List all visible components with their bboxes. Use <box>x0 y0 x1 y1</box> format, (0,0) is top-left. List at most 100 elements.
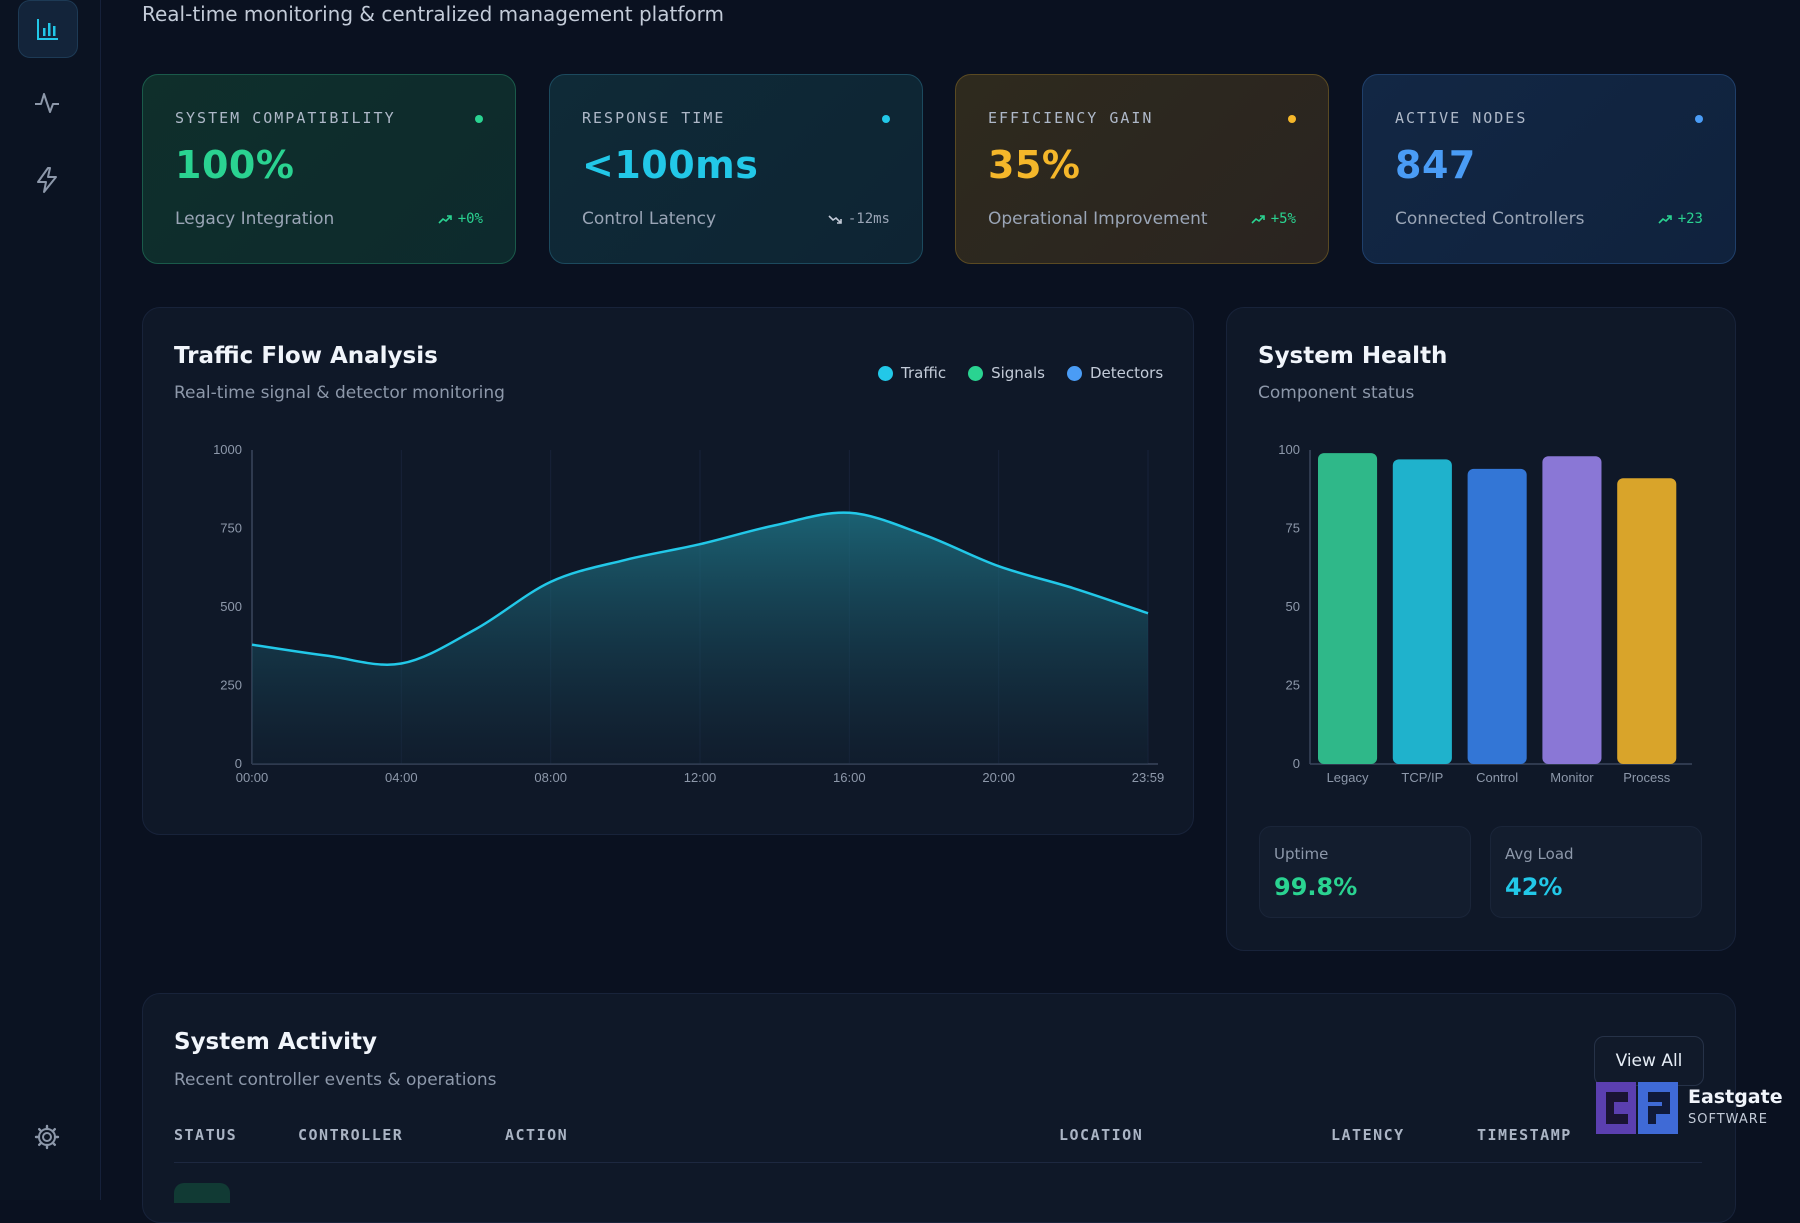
column-header-action[interactable]: ACTION <box>505 1126 569 1144</box>
status-dot <box>1695 115 1703 123</box>
x-tick-label: 08:00 <box>534 770 567 785</box>
stat-description: Control Latency <box>582 209 717 229</box>
x-tick-label: TCP/IP <box>1401 770 1443 785</box>
view-all-button[interactable]: View All <box>1594 1036 1704 1086</box>
table-divider <box>174 1162 1702 1163</box>
legend-item-detectors[interactable]: Detectors <box>1066 364 1164 382</box>
stat-delta: +23 <box>1658 211 1703 227</box>
status-dot <box>882 115 890 123</box>
y-tick-label: 250 <box>220 678 242 693</box>
eastgate-logo-icon <box>1596 1082 1678 1134</box>
sidebar-item-activity[interactable] <box>18 75 76 131</box>
activity-icon <box>35 93 59 113</box>
legend-label: Signals <box>991 364 1045 382</box>
trend-up-icon <box>1658 215 1672 224</box>
stat-value: <100ms <box>582 143 759 187</box>
system-activity-panel <box>142 993 1736 1223</box>
stat-delta: +0% <box>438 211 483 227</box>
trend-up-icon <box>1251 215 1265 224</box>
stat-delta: -12ms <box>828 211 890 227</box>
column-header-controller[interactable]: CONTROLLER <box>298 1126 404 1144</box>
x-tick-label: 16:00 <box>833 770 866 785</box>
traffic-legend: Traffic Signals Detectors <box>878 364 1163 382</box>
trend-down-icon <box>828 215 842 224</box>
x-tick-label: Legacy <box>1327 770 1369 785</box>
y-tick-label: 0 <box>1293 756 1300 771</box>
traffic-panel-subtitle: Real-time signal & detector monitoring <box>174 383 505 403</box>
x-tick-label: 00:00 <box>236 770 269 785</box>
x-tick-label: 04:00 <box>385 770 418 785</box>
health-bar-monitor[interactable] <box>1542 456 1602 764</box>
health-bar-legacy[interactable] <box>1318 453 1378 764</box>
legend-swatch <box>968 365 984 381</box>
stat-value: 35% <box>988 143 1081 187</box>
avg-load-metric: Avg Load 42% <box>1490 826 1702 918</box>
column-header-timestamp[interactable]: TIMESTAMP <box>1477 1126 1572 1144</box>
health-bar-control[interactable] <box>1467 468 1527 764</box>
x-tick-label: 12:00 <box>684 770 717 785</box>
stat-delta: +5% <box>1251 211 1296 227</box>
stat-value: 100% <box>175 143 295 187</box>
sidebar <box>0 0 101 1200</box>
health-bar-process[interactable] <box>1617 478 1677 764</box>
x-tick-label: Monitor <box>1550 770 1594 785</box>
traffic-panel-title: Traffic Flow Analysis <box>174 343 438 369</box>
stat-value: 847 <box>1395 143 1476 187</box>
column-header-status[interactable]: STATUS <box>174 1126 238 1144</box>
page-subtitle: Real-time monitoring & centralized manag… <box>142 2 724 26</box>
stat-card-efficiency: EFFICIENCY GAIN 35% Operational Improvem… <box>955 74 1329 264</box>
legend-swatch <box>878 365 893 381</box>
status-pill <box>174 1183 230 1203</box>
lightning-icon <box>37 167 57 193</box>
stat-label: ACTIVE NODES <box>1395 109 1528 127</box>
column-header-location[interactable]: LOCATION <box>1059 1126 1144 1144</box>
column-header-latency[interactable]: LATENCY <box>1331 1126 1405 1144</box>
sidebar-item-settings[interactable] <box>18 1109 76 1165</box>
stat-label: EFFICIENCY GAIN <box>988 109 1154 127</box>
y-tick-label: 75 <box>1286 521 1300 536</box>
legend-item-traffic[interactable]: Traffic <box>878 364 946 382</box>
stat-card-active-nodes: ACTIVE NODES 847 Connected Controllers +… <box>1362 74 1736 264</box>
health-bar-chart: 0 25 50 75 100 Legacy TCP/IP Control Monitor Proc… <box>1278 442 1692 785</box>
stat-description: Legacy Integration <box>175 209 335 229</box>
sidebar-item-power[interactable] <box>18 152 76 208</box>
activity-panel-title: System Activity <box>174 1029 377 1055</box>
bar-chart-icon <box>37 19 58 40</box>
stat-delta-value: +23 <box>1677 211 1703 227</box>
y-tick-label: 1000 <box>213 442 242 457</box>
brand-tagline: SOFTWARE <box>1688 1112 1768 1127</box>
y-tick-label: 50 <box>1286 599 1300 614</box>
gear-icon <box>34 1124 60 1150</box>
uptime-metric: Uptime 99.8% <box>1259 826 1471 918</box>
stat-delta-value: +5% <box>1270 211 1296 227</box>
y-tick-label: 750 <box>220 521 242 536</box>
y-tick-label: 100 <box>1278 442 1300 457</box>
status-dot <box>1288 115 1296 123</box>
uptime-value: 99.8% <box>1274 873 1358 901</box>
stat-description: Operational Improvement <box>988 209 1208 229</box>
legend-label: Detectors <box>1089 364 1164 382</box>
stat-description: Connected Controllers <box>1395 209 1585 229</box>
legend-item-signals[interactable]: Signals <box>968 364 1045 382</box>
y-tick-label: 500 <box>220 599 242 614</box>
stat-card-compatibility: SYSTEM COMPATIBILITY 100% Legacy Integra… <box>142 74 516 264</box>
sidebar-item-dashboard[interactable] <box>18 0 78 58</box>
health-panel-title: System Health <box>1258 343 1448 369</box>
avg-load-value: 42% <box>1505 873 1563 901</box>
activity-panel-subtitle: Recent controller events & operations <box>174 1070 497 1090</box>
x-tick-label: Process <box>1623 770 1670 785</box>
x-tick-label: 20:00 <box>982 770 1015 785</box>
legend-label: Traffic <box>901 364 947 382</box>
y-tick-label: 0 <box>235 756 242 771</box>
traffic-series-line <box>251 511 1149 666</box>
brand-logo: Eastgate SOFTWARE <box>1596 1082 1796 1134</box>
stat-card-response-time: RESPONSE TIME <100ms Control Latency -12… <box>549 74 923 264</box>
avg-load-label: Avg Load <box>1505 845 1574 863</box>
legend-swatch <box>1066 365 1082 381</box>
health-bar-tcpip[interactable] <box>1392 459 1452 764</box>
traffic-area-chart: 0 250 500 750 1000 00:00 04:00 08:00 12:00 16:00 2… <box>213 442 1164 785</box>
x-tick-label: Control <box>1476 770 1518 785</box>
stat-label: SYSTEM COMPATIBILITY <box>175 109 396 127</box>
uptime-label: Uptime <box>1274 845 1329 863</box>
brand-name: Eastgate <box>1688 1086 1783 1108</box>
